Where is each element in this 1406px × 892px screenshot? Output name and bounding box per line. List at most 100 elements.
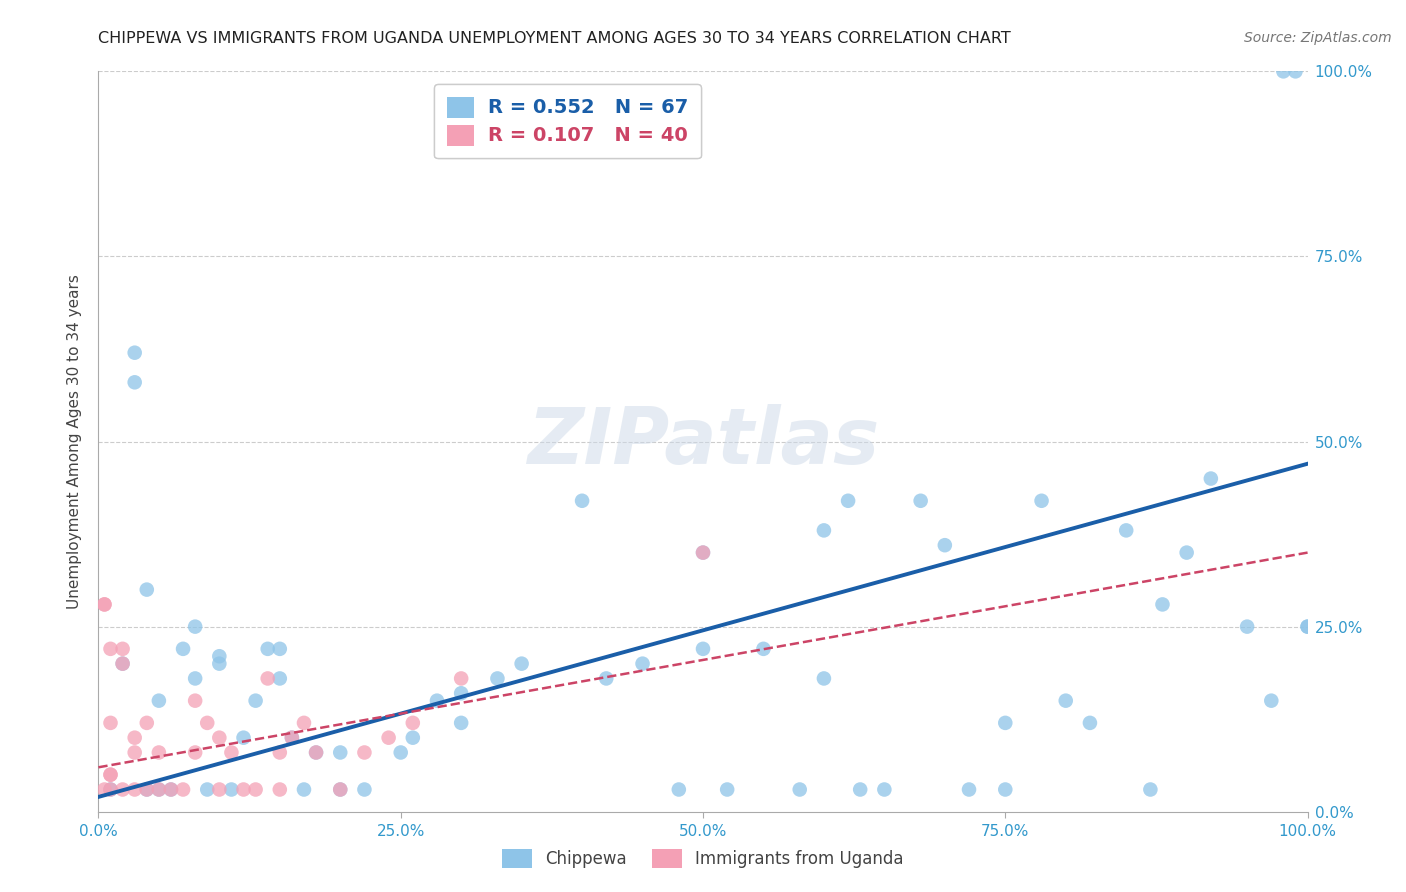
Point [124,731,146,745]
Point [100,641,122,656]
Point [402,715,425,730]
Point [1054,694,1077,708]
Point [100,767,122,781]
Point [232,731,254,745]
Point [135,582,157,597]
Point [668,782,690,797]
Point [111,782,134,797]
Point [124,746,146,760]
Point [329,782,352,797]
Point [692,641,714,656]
Text: Source: ZipAtlas.com: Source: ZipAtlas.com [1244,31,1392,45]
Point [221,746,243,760]
Point [789,782,811,797]
Point [1175,546,1198,560]
Point [208,782,231,797]
Point [172,782,194,797]
Point [426,694,449,708]
Point [329,782,352,797]
Point [292,715,315,730]
Point [160,782,183,797]
Point [93,598,115,612]
Point [111,657,134,671]
Point [837,493,859,508]
Point [994,715,1017,730]
Point [1199,471,1222,485]
Point [245,782,267,797]
Point [269,746,291,760]
Point [353,746,375,760]
Point [1296,619,1319,633]
Point [849,782,872,797]
Point [957,782,980,797]
Point [160,782,183,797]
Point [100,782,122,797]
Y-axis label: Unemployment Among Ages 30 to 34 years: Unemployment Among Ages 30 to 34 years [67,274,83,609]
Point [994,782,1017,797]
Point [221,782,243,797]
Point [692,546,714,560]
Point [305,746,328,760]
Point [232,782,254,797]
Point [124,345,146,359]
Point [111,657,134,671]
Point [184,619,207,633]
Point [184,746,207,760]
Point [148,782,170,797]
Point [450,672,472,686]
Point [208,649,231,664]
Point [208,731,231,745]
Point [692,546,714,560]
Point [1236,619,1258,633]
Point [135,782,157,797]
Point [256,641,278,656]
Point [184,672,207,686]
Point [910,493,932,508]
Point [281,731,304,745]
Point [1115,524,1137,538]
Point [389,746,412,760]
Point [208,657,231,671]
Point [353,782,375,797]
Point [510,657,533,671]
Point [752,641,775,656]
Point [111,641,134,656]
Text: CHIPPEWA VS IMMIGRANTS FROM UGANDA UNEMPLOYMENT AMONG AGES 30 TO 34 YEARS CORREL: CHIPPEWA VS IMMIGRANTS FROM UGANDA UNEMP… [98,31,1011,46]
Point [1284,64,1306,78]
Point [269,782,291,797]
Point [377,731,399,745]
Point [148,746,170,760]
Point [1139,782,1161,797]
Point [292,782,315,797]
Point [245,694,267,708]
Legend: Chippewa, Immigrants from Uganda: Chippewa, Immigrants from Uganda [495,842,911,875]
Point [148,694,170,708]
Point [329,746,352,760]
Point [631,657,654,671]
Point [1078,715,1101,730]
Point [256,672,278,686]
Point [1260,694,1282,708]
Point [450,686,472,700]
Point [269,641,291,656]
Point [305,746,328,760]
Point [124,782,146,797]
Point [595,672,617,686]
Point [402,731,425,745]
Point [1031,493,1053,508]
Point [93,598,115,612]
Point [1272,64,1295,78]
Point [172,641,194,656]
Point [100,782,122,797]
Point [100,715,122,730]
Point [813,524,835,538]
Point [135,715,157,730]
Point [184,694,207,708]
Point [571,493,593,508]
Text: ZIPatlas: ZIPatlas [527,403,879,480]
Point [148,782,170,797]
Legend: R = 0.552   N = 67, R = 0.107   N = 40: R = 0.552 N = 67, R = 0.107 N = 40 [434,84,702,158]
Point [281,731,304,745]
Point [716,782,738,797]
Point [873,782,896,797]
